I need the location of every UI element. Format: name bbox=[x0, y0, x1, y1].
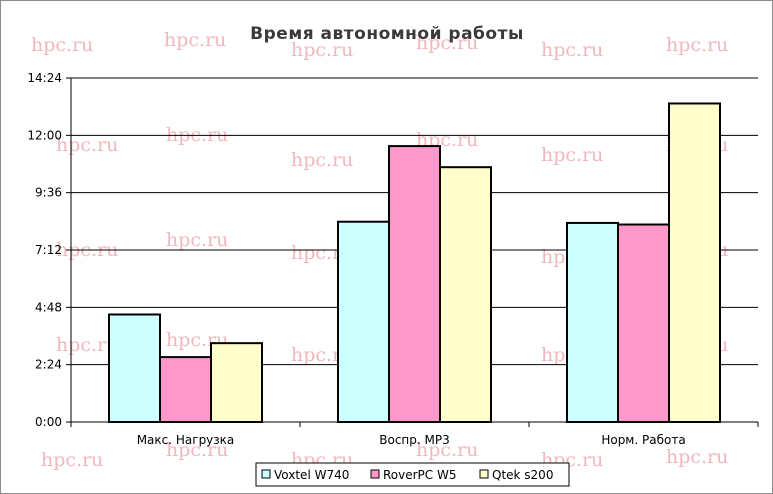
legend-swatch bbox=[479, 469, 489, 479]
bar-roverpc-w5-0 bbox=[159, 356, 212, 423]
bars bbox=[108, 102, 721, 424]
legend-swatch bbox=[370, 469, 380, 479]
y-axis: 0:00 2:24 4:48 7:12 9:36 12:00 14:24 bbox=[27, 71, 72, 429]
y-tick-label: 14:24 bbox=[27, 71, 62, 85]
watermark-text: hpc.ru bbox=[166, 439, 228, 461]
bar-qtek-s200-0 bbox=[210, 342, 263, 423]
legend-swatch bbox=[261, 469, 271, 479]
watermark-text: hpc.ru bbox=[291, 39, 353, 61]
bar-roverpc-w5-2 bbox=[617, 223, 670, 423]
y-tick-label: 7:12 bbox=[35, 243, 62, 257]
watermark-text: hpc.ru bbox=[416, 439, 478, 461]
watermark-text: hpc.ru bbox=[166, 229, 228, 251]
chart-title: Время автономной работы bbox=[250, 24, 524, 44]
watermark-text: hpc.ru bbox=[41, 449, 103, 471]
watermark-text: hpc.ru bbox=[164, 29, 226, 51]
y-tick-label: 0:00 bbox=[35, 415, 62, 429]
legend-label: Qtek s200 bbox=[492, 468, 553, 482]
bar-qtek-s200-2 bbox=[668, 102, 721, 424]
watermark-text: hpc.ru bbox=[666, 446, 728, 468]
bar-voxtel-w740-1 bbox=[337, 220, 390, 423]
y-tick-label: 2:24 bbox=[35, 358, 62, 372]
watermark-text: hpc.ru bbox=[56, 334, 118, 356]
legend-label: RoverPC W5 bbox=[383, 468, 457, 482]
x-category-label: Воспр. MP3 bbox=[379, 433, 450, 447]
legend-label: Voxtel W740 bbox=[274, 468, 349, 482]
bar-voxtel-w740-2 bbox=[566, 221, 619, 423]
x-category-label: Норм. Работа bbox=[601, 433, 685, 447]
watermark-text: hpc.ru bbox=[31, 34, 93, 56]
watermark-text: hpc.ru bbox=[416, 32, 478, 54]
bar-roverpc-w5-1 bbox=[388, 145, 441, 423]
bar-voxtel-w740-0 bbox=[108, 313, 161, 423]
watermark-text: hpc.ru bbox=[541, 39, 603, 61]
x-axis: Макс. Нагрузка Воспр. MP3 Норм. Работа bbox=[70, 421, 759, 447]
watermark-text: hpc.ru bbox=[541, 144, 603, 166]
watermark-text: hpc.ru bbox=[56, 134, 118, 156]
x-category-label: Макс. Нагрузка bbox=[137, 433, 235, 447]
y-tick-label: 9:36 bbox=[35, 186, 62, 200]
watermark-text: hpc.ru bbox=[291, 149, 353, 171]
y-tick-label: 4:48 bbox=[35, 300, 62, 314]
watermark-text: hpc.ru bbox=[666, 34, 728, 56]
legend: Voxtel W740 RoverPC W5 Qtek s200 bbox=[255, 462, 570, 487]
bar-qtek-s200-1 bbox=[439, 166, 492, 423]
legend-box bbox=[255, 462, 570, 487]
y-tick-label: 12:00 bbox=[27, 128, 62, 142]
